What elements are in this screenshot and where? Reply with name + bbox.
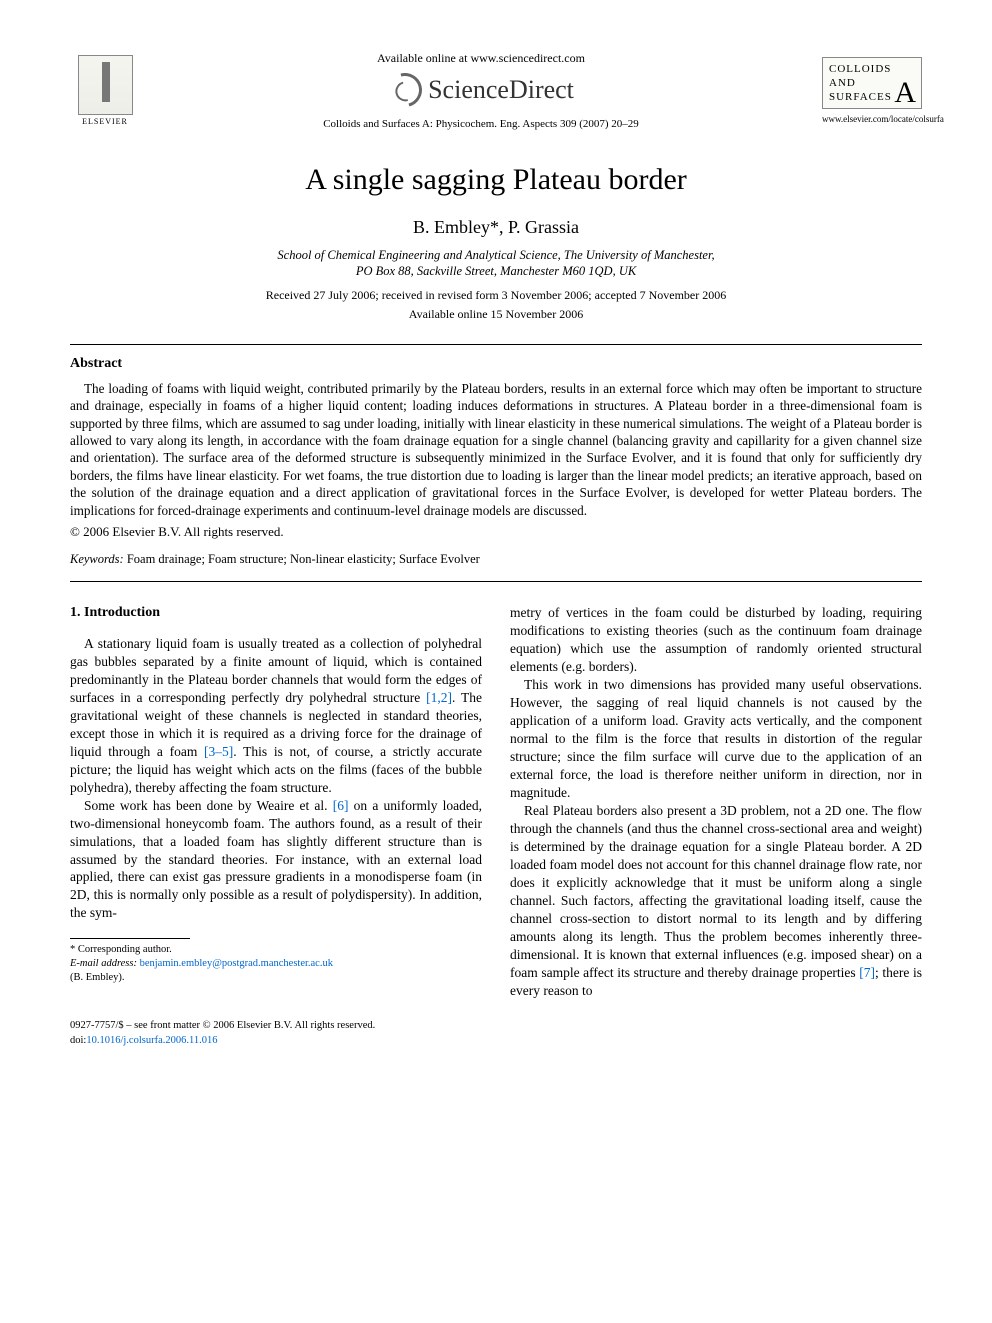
abstract-body: The loading of foams with liquid weight,…: [70, 380, 922, 519]
abstract-heading: Abstract: [70, 355, 922, 374]
sciencedirect-swirl-icon: [382, 67, 428, 113]
affiliation-line1: School of Chemical Engineering and Analy…: [277, 248, 714, 262]
abstract-text: The loading of foams with liquid weight,…: [70, 380, 922, 519]
corr-label: * Corresponding author.: [70, 943, 482, 957]
email-label: E-mail address:: [70, 958, 137, 969]
section-heading: 1. Introduction: [70, 604, 482, 623]
right-paragraph-2: This work in two dimensions has provided…: [510, 676, 922, 802]
ref-link-6[interactable]: [6]: [333, 798, 349, 813]
doi-link[interactable]: 10.1016/j.colsurfa.2006.11.016: [86, 1035, 217, 1046]
journal-cover-box: COLLOIDS AND SURFACES A: [822, 57, 922, 110]
sciencedirect-logo: ScienceDirect: [140, 72, 822, 107]
doi-line: doi:10.1016/j.colsurfa.2006.11.016: [70, 1034, 922, 1048]
abstract-block: Abstract The loading of foams with liqui…: [70, 355, 922, 568]
left-paragraph-2: Some work has been done by Weaire et al.…: [70, 797, 482, 923]
doi-label: doi:: [70, 1035, 86, 1046]
corresponding-author-footnote: * Corresponding author. E-mail address: …: [70, 943, 482, 984]
received-dates: Received 27 July 2006; received in revis…: [70, 287, 922, 303]
email-link[interactable]: benjamin.embley@postgrad.manchester.ac.u…: [140, 958, 333, 969]
journal-box-line1: COLLOIDS: [829, 62, 915, 76]
article-title: A single sagging Plateau border: [70, 160, 922, 201]
ref-link-3-5[interactable]: [3–5]: [204, 744, 233, 759]
right-paragraph-1: metry of vertices in the foam could be d…: [510, 604, 922, 676]
left-paragraph-1: A stationary liquid foam is usually trea…: [70, 635, 482, 797]
elsevier-logo: ELSEVIER: [70, 55, 140, 128]
email-line: E-mail address: benjamin.embley@postgrad…: [70, 957, 482, 971]
publisher-name: ELSEVIER: [70, 117, 140, 128]
front-matter-text: 0927-7757/$ – see front matter © 2006 El…: [70, 1019, 922, 1033]
email-name: (B. Embley).: [70, 971, 482, 985]
right-paragraph-3: Real Plateau borders also present a 3D p…: [510, 802, 922, 999]
available-online-text: Available online at www.sciencedirect.co…: [140, 50, 822, 66]
abstract-copyright: © 2006 Elsevier B.V. All rights reserved…: [70, 523, 922, 541]
article-affiliation: School of Chemical Engineering and Analy…: [70, 247, 922, 280]
journal-url: www.elsevier.com/locate/colsurfa: [822, 113, 922, 125]
footnote-rule: [70, 938, 190, 939]
section-number: 1.: [70, 605, 81, 620]
rule-above-abstract: [70, 344, 922, 345]
rule-below-abstract: [70, 581, 922, 582]
header-center: Available online at www.sciencedirect.co…: [140, 50, 822, 132]
elsevier-tree-icon: [78, 55, 133, 115]
affiliation-line2: PO Box 88, Sackville Street, Manchester …: [356, 264, 636, 278]
keywords-text: Foam drainage; Foam structure; Non-linea…: [124, 552, 480, 566]
journal-reference: Colloids and Surfaces A: Physicochem. En…: [140, 117, 822, 132]
journal-box-letter: A: [894, 78, 917, 108]
keywords-line: Keywords: Foam drainage; Foam structure;…: [70, 551, 922, 568]
left-column: 1. Introduction A stationary liquid foam…: [70, 604, 482, 999]
ref-link-1-2[interactable]: [1,2]: [426, 690, 452, 705]
journal-logo-block: COLLOIDS AND SURFACES A www.elsevier.com…: [822, 57, 922, 126]
ref-link-7[interactable]: [7]: [859, 965, 875, 980]
right-column: metry of vertices in the foam could be d…: [510, 604, 922, 999]
front-matter-block: 0927-7757/$ – see front matter © 2006 El…: [70, 1019, 922, 1047]
body-columns: 1. Introduction A stationary liquid foam…: [70, 604, 922, 999]
section-title: Introduction: [84, 605, 160, 620]
available-date: Available online 15 November 2006: [70, 306, 922, 322]
article-authors: B. Embley*, P. Grassia: [70, 215, 922, 239]
sciencedirect-name: ScienceDirect: [428, 72, 574, 107]
page-header: ELSEVIER Available online at www.science…: [70, 50, 922, 132]
keywords-label: Keywords:: [70, 552, 124, 566]
